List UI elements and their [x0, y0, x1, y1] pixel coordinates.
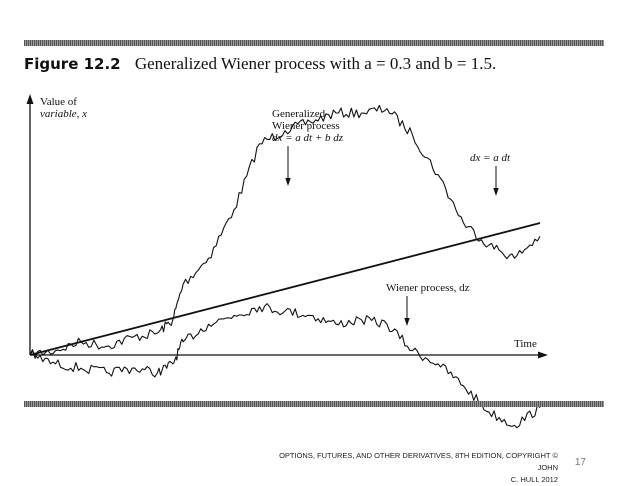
generalized-annotation: Generalized Wiener process dx = a dt + b… [272, 108, 343, 144]
axes [26, 94, 548, 359]
figure-caption: Figure 12.2 Generalized Wiener process w… [24, 54, 496, 74]
series-layer [29, 104, 541, 429]
y-axis-arrowhead [26, 94, 34, 104]
drift-annotation: dx = a dt [470, 152, 511, 164]
figure-label: Figure 12.2 [24, 55, 121, 73]
copyright-footer: OPTIONS, FUTURES, AND OTHER DERIVATIVES,… [258, 450, 558, 486]
footer-line1: OPTIONS, FUTURES, AND OTHER DERIVATIVES,… [279, 451, 558, 472]
series-dx-a-dt [29, 222, 541, 356]
top-rule [24, 40, 604, 46]
wiener-pointer-arrowhead [404, 318, 410, 326]
generalized-annotation-line2: Wiener process [272, 120, 340, 132]
drift-pointer-arrowhead [493, 188, 499, 196]
x-axis-label: Time [514, 338, 537, 350]
series-generalized-wiener-process [29, 104, 541, 359]
generalized-annotation-line3: dx = a dt + b dz [272, 132, 344, 144]
pointer-layer [285, 146, 499, 326]
page-number: 17 [574, 457, 586, 468]
generalized-pointer-arrowhead [285, 178, 291, 186]
series-wiener-process-dz [29, 303, 541, 429]
figure-title: Generalized Wiener process with a = 0.3 … [134, 54, 497, 73]
x-axis-arrowhead [538, 351, 548, 359]
footer-line2: C. HULL 2012 [510, 475, 558, 484]
y-axis-label-line1: Value of [40, 96, 77, 108]
bottom-rule [24, 401, 604, 407]
y-axis-label: Value of variable, x [40, 96, 87, 120]
y-axis-label-line2: variable, x [40, 108, 88, 120]
generalized-annotation-line1: Generalized [272, 108, 326, 120]
wiener-annotation: Wiener process, dz [386, 282, 470, 294]
